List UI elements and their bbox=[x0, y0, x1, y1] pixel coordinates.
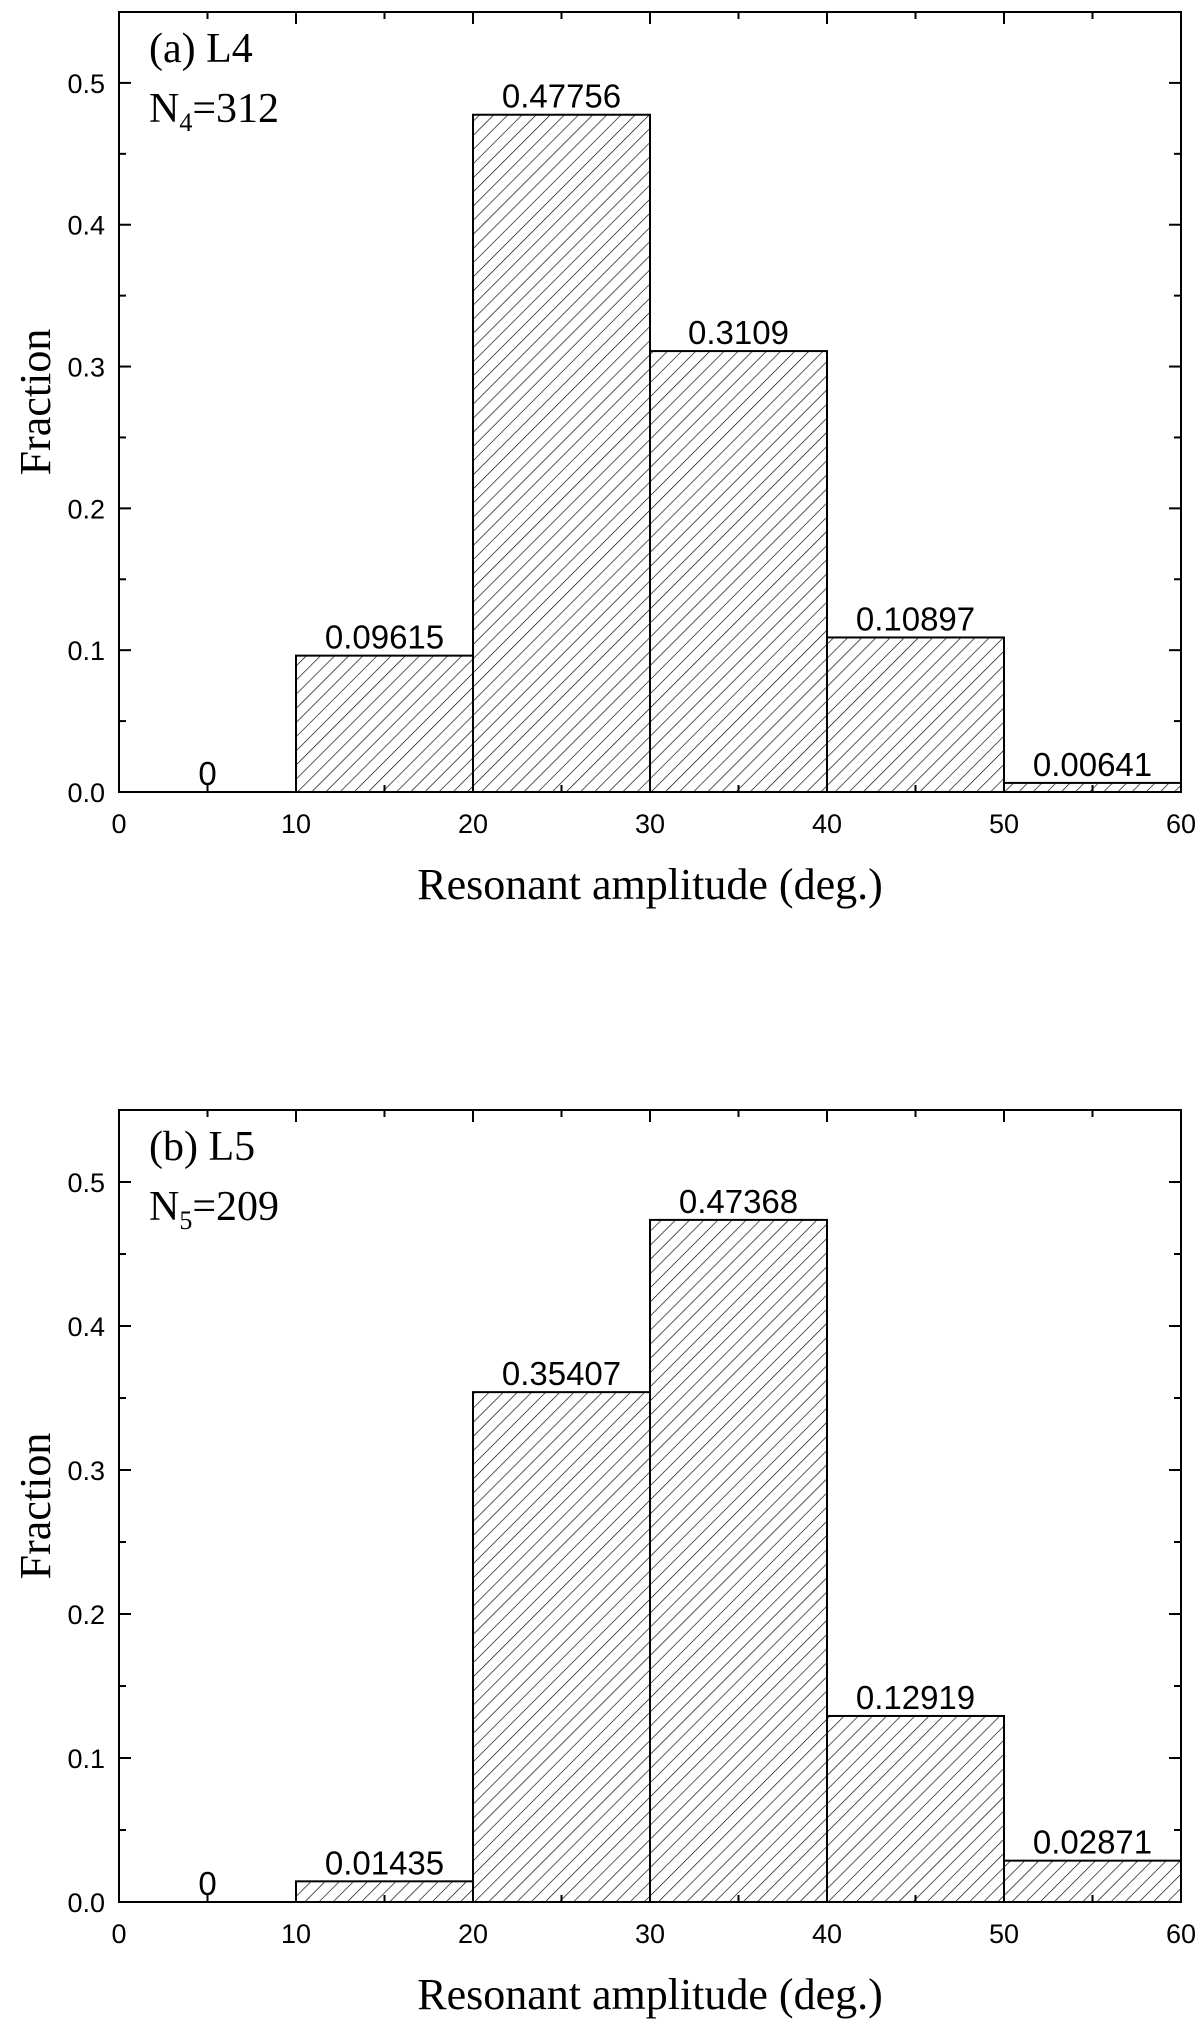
x-axis-title: Resonant amplitude (deg.) bbox=[417, 1970, 883, 2019]
panel-label: (a) L4 bbox=[149, 26, 253, 72]
count-label-tail: =312 bbox=[192, 86, 279, 132]
count-label: N5=209 bbox=[149, 1184, 279, 1235]
x-tick-labels: 0 10 20 30 40 50 60 bbox=[111, 809, 1196, 839]
x-tick-label: 20 bbox=[458, 1919, 488, 1949]
data-label: 0.02871 bbox=[1033, 1824, 1152, 1861]
data-label: 0.35407 bbox=[502, 1355, 621, 1392]
data-label: 0 bbox=[198, 1865, 216, 1902]
value-labels: 0 0.01435 0.35407 0.47368 0.12919 0.02871 bbox=[198, 1183, 1152, 1902]
y-tick-label: 0.4 bbox=[67, 211, 105, 241]
bar bbox=[826, 636, 1005, 794]
panel-label: (b) L5 bbox=[149, 1124, 255, 1170]
x-tick-label: 10 bbox=[281, 1919, 311, 1949]
x-tick-labels: 0 10 20 30 40 50 60 bbox=[111, 1919, 1196, 1949]
y-tick-label: 0.3 bbox=[67, 1456, 105, 1486]
x-tick-label: 30 bbox=[635, 1919, 665, 1949]
y-tick-label: 0.2 bbox=[67, 1600, 105, 1630]
x-axis-title: Resonant amplitude (deg.) bbox=[417, 860, 883, 909]
y-axis-title: Fraction bbox=[11, 329, 60, 476]
y-tick-label: 0.4 bbox=[67, 1312, 105, 1342]
data-label: 0.10897 bbox=[856, 600, 975, 637]
panel-b: 0 0.01435 0.35407 0.47368 0.12919 0.02871 0 10… bbox=[11, 1109, 1196, 2019]
bar bbox=[472, 1391, 651, 1903]
y-tick-labels: 0.0 0.1 0.2 0.3 0.4 0.5 bbox=[67, 69, 105, 808]
y-tick-label: 0.2 bbox=[67, 494, 105, 524]
y-tick-label: 0.5 bbox=[67, 69, 105, 99]
count-label-tail: =209 bbox=[192, 1184, 279, 1230]
bar bbox=[649, 1218, 828, 1903]
data-label: 0.00641 bbox=[1033, 746, 1152, 783]
x-tick-label: 60 bbox=[1166, 809, 1196, 839]
y-tick-label: 0.5 bbox=[67, 1168, 105, 1198]
ticks bbox=[118, 11, 1182, 793]
y-tick-label: 0.0 bbox=[67, 1888, 105, 1918]
count-label: N4=312 bbox=[149, 86, 279, 137]
value-labels: 0 0.09615 0.47756 0.3109 0.10897 0.00641 bbox=[198, 78, 1152, 792]
bar bbox=[826, 1714, 1005, 1904]
x-tick-label: 0 bbox=[111, 809, 126, 839]
count-label-main: N bbox=[149, 1184, 179, 1230]
x-tick-label: 20 bbox=[458, 809, 488, 839]
y-tick-labels: 0.0 0.1 0.2 0.3 0.4 0.5 bbox=[67, 1168, 105, 1918]
data-label: 0.09615 bbox=[325, 619, 444, 656]
panel-a: 0 0.09615 0.47756 0.3109 0.10897 0.00641 0 10 2… bbox=[11, 11, 1196, 909]
data-label: 0.47756 bbox=[502, 78, 621, 115]
y-tick-label: 0.3 bbox=[67, 353, 105, 383]
data-label: 0.12919 bbox=[856, 1679, 975, 1716]
x-tick-label: 0 bbox=[111, 1919, 126, 1949]
bars bbox=[295, 1218, 1182, 1904]
y-axis-title: Fraction bbox=[11, 1433, 60, 1580]
data-label: 0.47368 bbox=[679, 1183, 798, 1220]
bar bbox=[295, 654, 474, 794]
y-tick-label: 0.1 bbox=[67, 1744, 105, 1774]
count-label-subscript: 5 bbox=[179, 1206, 192, 1235]
x-tick-label: 30 bbox=[635, 809, 665, 839]
y-tick-label: 0.1 bbox=[67, 636, 105, 666]
x-tick-label: 40 bbox=[812, 809, 842, 839]
x-tick-label: 50 bbox=[989, 809, 1019, 839]
y-tick-label: 0.0 bbox=[67, 778, 105, 808]
data-label: 0.3109 bbox=[688, 314, 789, 351]
bar bbox=[649, 350, 828, 793]
data-label: 0 bbox=[198, 755, 216, 792]
data-label: 0.01435 bbox=[325, 1844, 444, 1881]
x-tick-label: 60 bbox=[1166, 1919, 1196, 1949]
x-tick-label: 50 bbox=[989, 1919, 1019, 1949]
ticks bbox=[118, 1109, 1182, 1903]
bar bbox=[472, 113, 651, 793]
count-label-subscript: 4 bbox=[179, 108, 192, 137]
bars bbox=[295, 113, 1182, 794]
count-label-main: N bbox=[149, 86, 179, 132]
x-tick-label: 40 bbox=[812, 1919, 842, 1949]
x-tick-label: 10 bbox=[281, 809, 311, 839]
